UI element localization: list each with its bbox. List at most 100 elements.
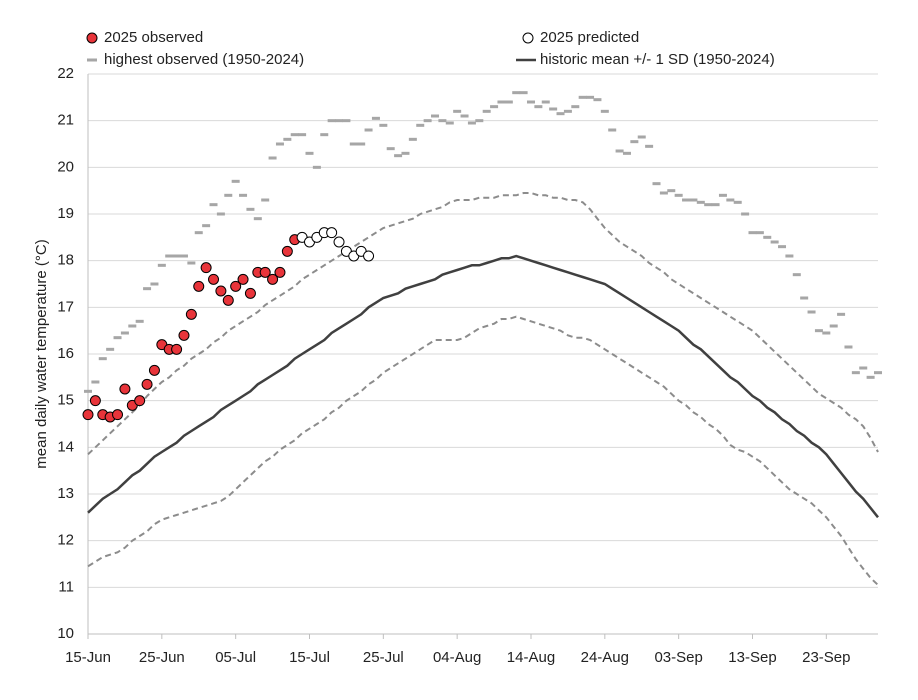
point: [230, 280, 242, 292]
y-tick-label: 22: [57, 65, 74, 82]
max-dash: [578, 95, 587, 99]
max-dash: [305, 151, 314, 155]
max-dash: [645, 144, 654, 148]
max-dash: [98, 357, 107, 361]
max-dash: [563, 109, 572, 113]
max-dash: [364, 128, 373, 132]
point: [244, 287, 256, 299]
mean-line: [87, 254, 879, 519]
max-dash: [630, 140, 639, 144]
legend-item: historic mean +/- 1 SD (1950-2024): [516, 51, 775, 68]
max-dash: [682, 198, 691, 202]
max-dash: [379, 123, 388, 127]
x-tick-label: 13-Sep: [728, 649, 776, 666]
max-dash: [283, 137, 292, 141]
max-dash: [519, 91, 528, 95]
max-dash: [534, 105, 543, 109]
point: [171, 343, 183, 355]
y-tick-label: 17: [57, 298, 74, 315]
max-dash: [600, 109, 609, 113]
max-dash: [335, 119, 344, 123]
max-dash: [386, 147, 395, 151]
max-dash: [482, 109, 491, 113]
max-dash: [253, 217, 262, 221]
max-dash: [608, 128, 617, 132]
point: [215, 285, 227, 297]
y-tick-label: 11: [58, 578, 74, 595]
max-dash: [667, 189, 676, 193]
x-tick-label: 03-Sep: [654, 649, 702, 666]
point: [259, 266, 271, 278]
max-dash: [84, 389, 92, 393]
y-tick-label: 13: [57, 485, 74, 502]
max-dash: [438, 119, 447, 123]
max-dash: [866, 375, 875, 379]
max-dash: [741, 212, 750, 216]
legend-item: 2025 observed: [86, 29, 203, 46]
point: [148, 364, 160, 376]
max-dash: [763, 235, 772, 239]
x-tick-label: 05-Jul: [215, 649, 256, 666]
point: [119, 383, 131, 395]
max-dash: [497, 100, 506, 104]
max-dash: [490, 105, 499, 109]
legend-label: 2025 predicted: [540, 29, 639, 46]
point: [112, 409, 124, 421]
max-dash: [851, 371, 860, 375]
max-dash: [423, 119, 432, 123]
legend-label: historic mean +/- 1 SD (1950-2024): [540, 51, 775, 68]
point: [200, 262, 212, 274]
point: [134, 395, 146, 407]
max-dash: [239, 193, 248, 197]
max-dash: [216, 212, 225, 216]
x-tick-label: 24-Aug: [581, 649, 629, 666]
point: [363, 250, 375, 262]
max-dash: [674, 193, 683, 197]
max-dash: [157, 263, 166, 267]
max-dash: [711, 203, 720, 207]
point: [326, 227, 338, 239]
max-dash: [91, 380, 100, 384]
max-dash: [637, 135, 646, 139]
point: [193, 280, 205, 292]
max-dash: [593, 98, 602, 102]
max-dash: [837, 312, 846, 316]
point: [222, 294, 234, 306]
max-dash: [718, 193, 727, 197]
max-dash: [246, 207, 255, 211]
max-dash: [394, 154, 403, 158]
max-dash: [320, 133, 329, 137]
max-dash: [689, 198, 698, 202]
max-dash: [128, 324, 137, 328]
y-tick-label: 18: [57, 252, 74, 269]
max-dash: [445, 121, 454, 125]
legend-label: 2025 observed: [104, 29, 203, 46]
max-dash: [733, 200, 742, 204]
max-dash: [704, 203, 713, 207]
max-dash: [586, 95, 595, 99]
max-dash: [770, 240, 779, 244]
max-dash: [416, 123, 425, 127]
max-dash: [150, 282, 159, 286]
max-dash: [298, 133, 307, 137]
point: [89, 395, 101, 407]
max-dash: [571, 105, 580, 109]
x-tick-label: 15-Jul: [289, 649, 330, 666]
max-dash: [120, 331, 129, 335]
max-dash: [696, 200, 705, 204]
max-dash: [778, 245, 787, 249]
y-tick-label: 15: [57, 392, 74, 409]
max-dash: [165, 254, 174, 258]
point: [185, 308, 197, 320]
max-dash: [792, 273, 801, 277]
point: [281, 245, 293, 257]
max-dash: [179, 254, 188, 258]
y-axis-label: mean daily water temperature (°C): [33, 239, 50, 468]
max-dash: [113, 336, 122, 340]
max-dash: [460, 114, 469, 118]
max-dash: [342, 119, 351, 123]
max-dash: [748, 231, 757, 235]
y-tick-label: 19: [57, 205, 74, 222]
max-dash: [467, 121, 476, 125]
